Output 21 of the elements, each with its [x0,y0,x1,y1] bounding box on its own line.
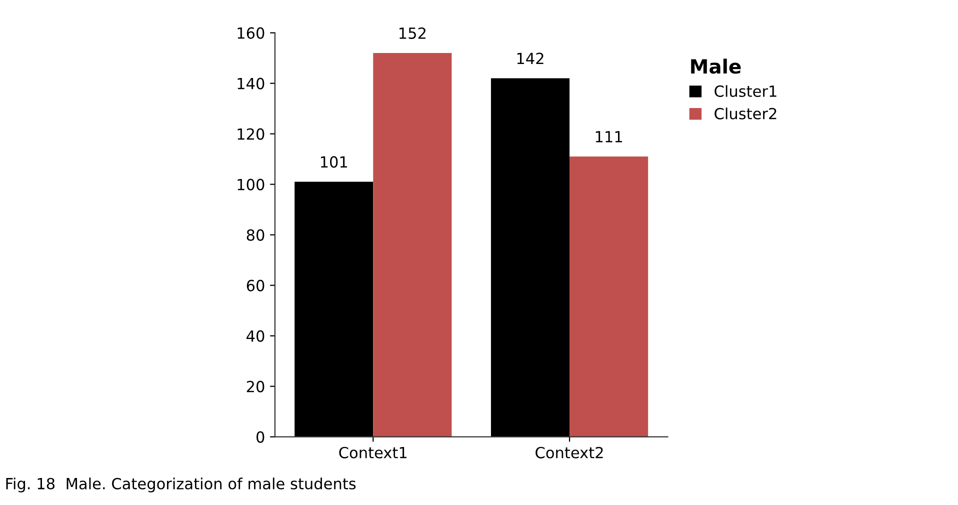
data-label: 111 [596,131,622,142]
y-tick-label: 20 [246,380,264,392]
y-tick-label: 140 [238,78,264,90]
bar [570,156,648,437]
data-label: 101 [320,156,348,168]
data-label: 142 [517,52,544,64]
legend-title: Male [691,58,741,74]
y-tick-label: 60 [246,280,264,292]
x-tick-label: Context2 [536,446,603,458]
y-tick-label: 120 [238,128,264,140]
legend-label: Cluster1 [714,85,776,97]
data-label: 152 [400,27,426,39]
caption: Fig. 18 Male. Categorization of male students [6,478,356,492]
x-tick-label: Context1 [339,446,407,458]
y-tick-label: 160 [238,27,264,39]
y-tick-label: 40 [246,330,264,342]
y-tick-label: 80 [246,229,264,241]
y-tick-label: 100 [238,178,264,190]
bar [373,53,452,437]
legend-label: Cluster2 [714,108,776,120]
y-tick-label: 0 [256,431,264,443]
